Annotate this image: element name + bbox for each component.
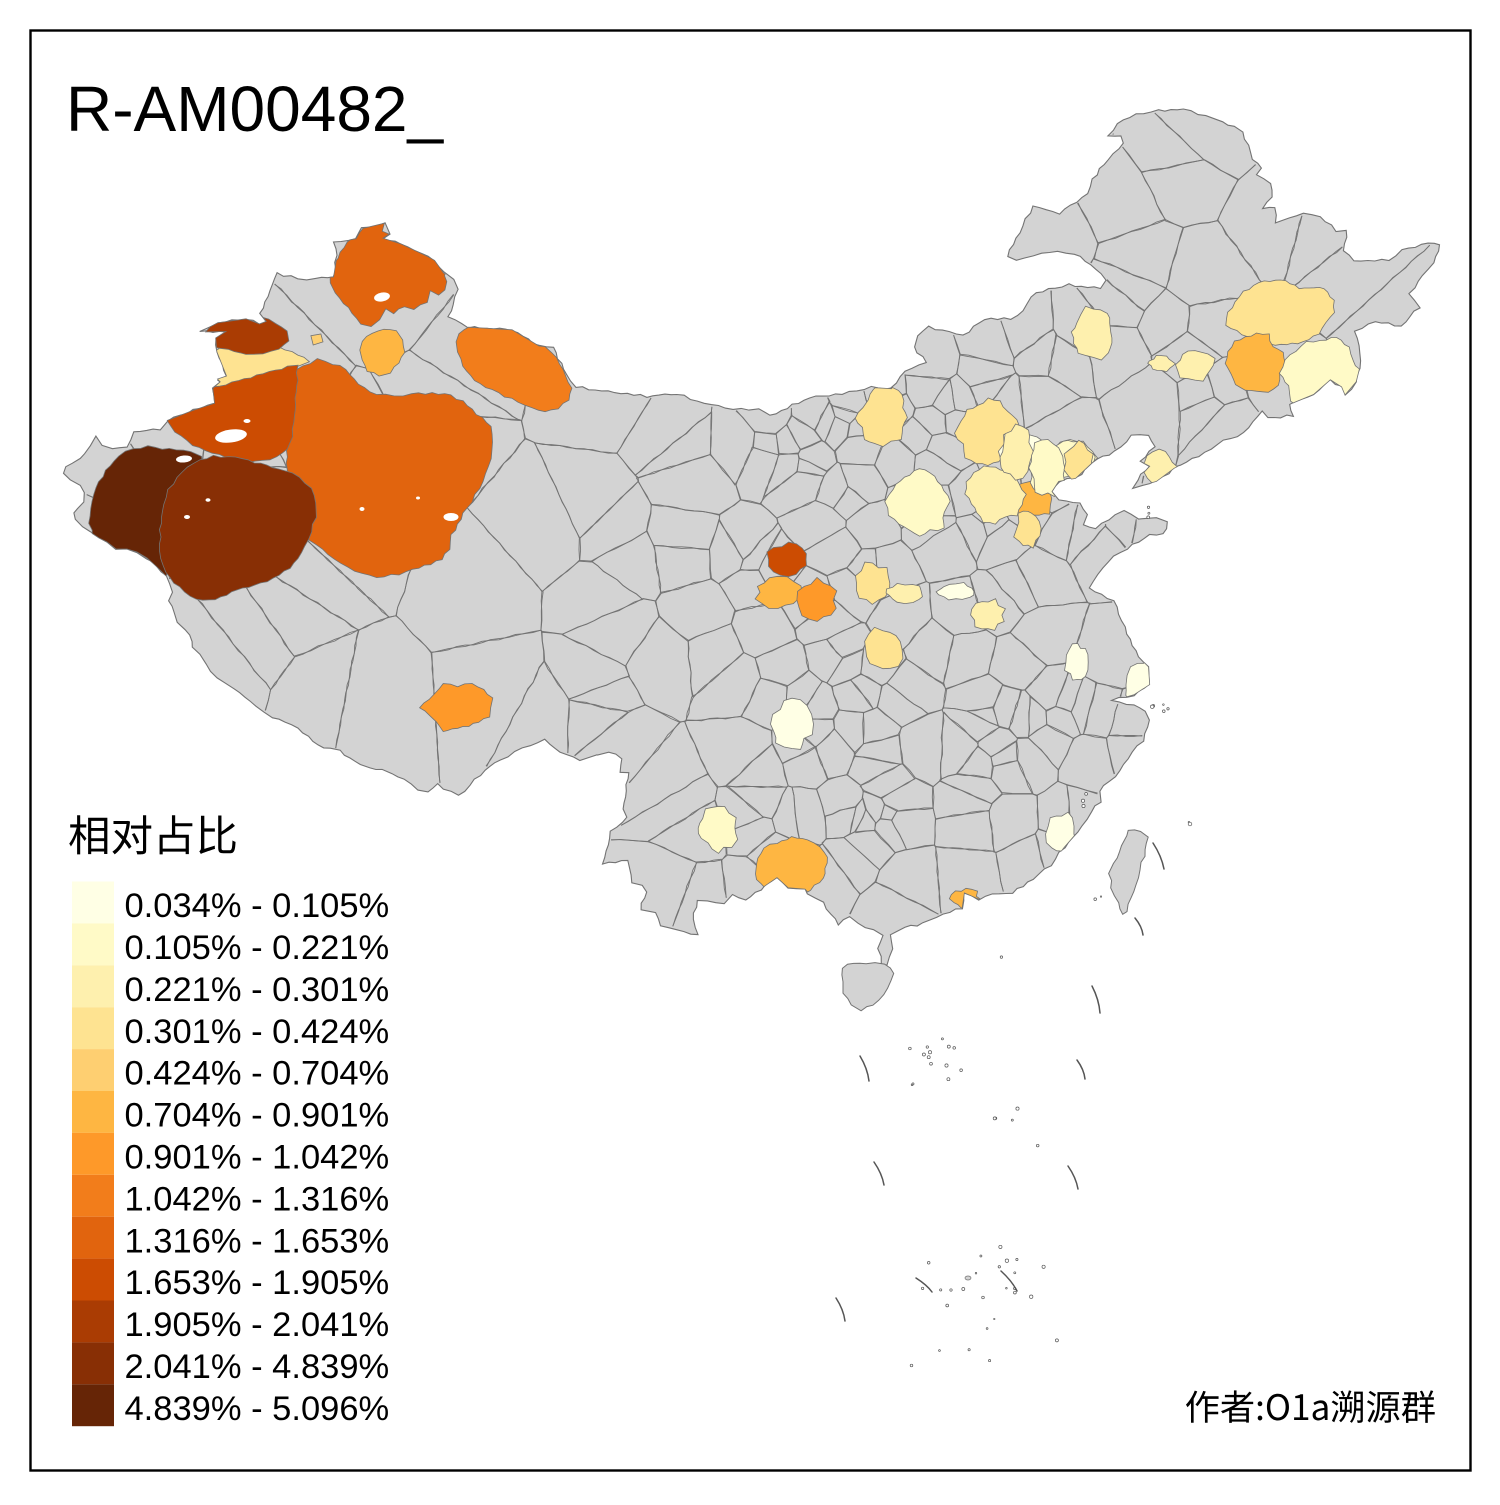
svg-text:1.905% - 2.041%: 1.905% - 2.041% xyxy=(125,1306,390,1344)
svg-text:0.105% - 0.221%: 0.105% - 0.221% xyxy=(125,929,390,967)
svg-text:0.704% - 0.901%: 0.704% - 0.901% xyxy=(125,1097,390,1135)
svg-text:1.042% - 1.316%: 1.042% - 1.316% xyxy=(125,1180,390,1218)
svg-text:1.316% - 1.653%: 1.316% - 1.653% xyxy=(125,1222,390,1260)
svg-text:R-AM00482_: R-AM00482_ xyxy=(66,73,445,145)
svg-text:0.034% - 0.105%: 0.034% - 0.105% xyxy=(125,887,390,925)
svg-text:0.221% - 0.301%: 0.221% - 0.301% xyxy=(125,971,390,1009)
svg-text:1.653% - 1.905%: 1.653% - 1.905% xyxy=(125,1264,390,1302)
svg-text:0.301% - 0.424%: 0.301% - 0.424% xyxy=(125,1013,390,1051)
svg-text:0.901% - 1.042%: 0.901% - 1.042% xyxy=(125,1139,390,1177)
svg-text:0.424% - 0.704%: 0.424% - 0.704% xyxy=(125,1055,390,1093)
svg-text:4.839% - 5.096%: 4.839% - 5.096% xyxy=(125,1390,390,1428)
svg-text:2.041% - 4.839%: 2.041% - 4.839% xyxy=(125,1348,390,1386)
